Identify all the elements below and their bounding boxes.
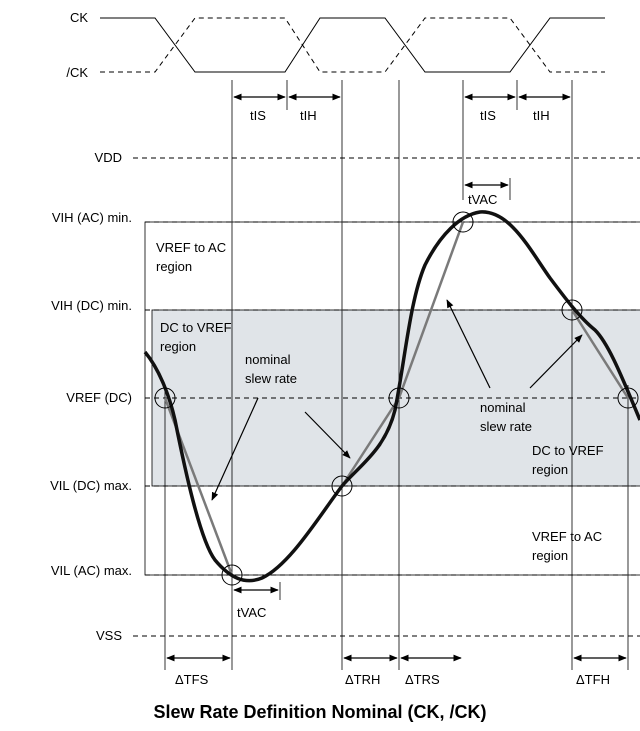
crossing-marker bbox=[561, 299, 583, 321]
ckb-waveform bbox=[100, 17, 605, 73]
ckb-label: /CK bbox=[66, 65, 88, 80]
tih-label-1: tIH bbox=[300, 108, 317, 123]
nominal-line-rise-setup bbox=[397, 221, 465, 399]
dc-to-vref-left-label-1: DC to VREF bbox=[160, 320, 232, 335]
ck-label: CK bbox=[70, 10, 88, 25]
slew-rate-label-2: slew rate bbox=[480, 419, 532, 434]
delta-tfs-label: ΔTFS bbox=[175, 672, 209, 687]
vih-ac-label: VIH (AC) min. bbox=[52, 210, 132, 225]
pointer-arrow-4 bbox=[529, 334, 583, 389]
crossing-marker bbox=[221, 564, 243, 586]
pointer-arrow-3 bbox=[446, 299, 491, 389]
vref-to-ac-top-label-2: region bbox=[156, 259, 192, 274]
vil-dc-label: VIL (DC) max. bbox=[50, 478, 132, 493]
nominal-label-1: nominal bbox=[245, 352, 291, 367]
nominal-line-rise-hold bbox=[340, 397, 401, 487]
tih-label-2: tIH bbox=[533, 108, 550, 123]
vref-to-ac-top-label-1: VREF to AC bbox=[156, 240, 226, 255]
dc-to-vref-right-label-2: region bbox=[532, 462, 568, 477]
nominal-label-2: nominal bbox=[480, 400, 526, 415]
vref-to-ac-bottom-label-1: VREF to AC bbox=[532, 529, 602, 544]
vss-label: VSS bbox=[96, 628, 122, 643]
crossing-marker bbox=[617, 387, 639, 409]
vref-to-ac-bottom-label-2: region bbox=[532, 548, 568, 563]
tvac-label-bottom: tVAC bbox=[237, 605, 266, 620]
delta-tfh-label: ΔTFH bbox=[576, 672, 610, 687]
dc-to-vref-left-label-2: region bbox=[160, 339, 196, 354]
slew-rate-label-1: slew rate bbox=[245, 371, 297, 386]
crossing-marker bbox=[154, 387, 176, 409]
tis-label-1: tIS bbox=[250, 108, 266, 123]
crossing-marker bbox=[331, 475, 353, 497]
signal-waveform bbox=[143, 210, 640, 583]
crossing-marker bbox=[452, 211, 474, 233]
vref-dc-label: VREF (DC) bbox=[66, 390, 132, 405]
nominal-line-fall-hold bbox=[570, 309, 630, 399]
tvac-label-top: tVAC bbox=[468, 192, 497, 207]
crossing-marker bbox=[388, 387, 410, 409]
ck-waveform bbox=[100, 17, 605, 73]
vdd-label: VDD bbox=[95, 150, 122, 165]
delta-trs-label: ΔTRS bbox=[405, 672, 440, 687]
vih-dc-label: VIH (DC) min. bbox=[51, 298, 132, 313]
delta-trh-label: ΔTRH bbox=[345, 672, 380, 687]
tis-label-2: tIS bbox=[480, 108, 496, 123]
dc-to-vref-right-label-1: DC to VREF bbox=[532, 443, 604, 458]
figure-caption: Slew Rate Definition Nominal (CK, /CK) bbox=[153, 702, 486, 722]
vil-ac-label: VIL (AC) max. bbox=[51, 563, 132, 578]
pointer-arrow-2 bbox=[304, 411, 351, 459]
pointer-arrow-1 bbox=[211, 397, 259, 501]
